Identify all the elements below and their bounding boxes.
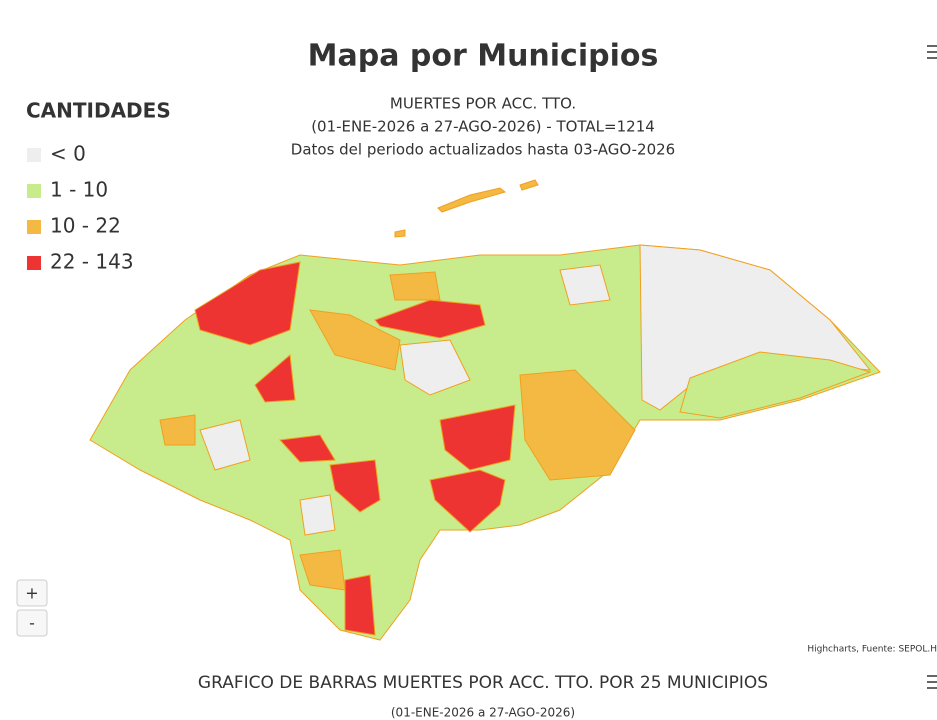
bar-chart-subtitle: (01-ENE-2026 a 27-AGO-2026) [391, 706, 575, 720]
legend-swatch [27, 184, 41, 198]
legend: < 0 1 - 10 10 - 22 22 - 143 [27, 142, 134, 274]
region [309, 309, 401, 371]
legend-swatch [27, 148, 41, 162]
region [429, 469, 506, 533]
region [679, 351, 872, 419]
bar-chart-title: GRAFICO DE BARRAS MUERTES POR ACC. TTO. … [198, 673, 768, 693]
legend-swatch [27, 256, 41, 270]
legend-label: 1 - 10 [50, 178, 108, 202]
map-title: Mapa por Municipios [308, 39, 659, 74]
map-subtitle: Datos del periodo actualizados hasta 03-… [291, 141, 675, 159]
region [254, 354, 296, 403]
menu-button[interactable] [924, 44, 937, 60]
zoom-in-label: + [25, 584, 38, 603]
region [199, 419, 251, 471]
map-subtitle: MUERTES POR ACC. TTO. [390, 95, 576, 113]
region [299, 494, 336, 536]
legend-swatch [27, 220, 41, 234]
region [194, 261, 301, 346]
legend-title: CANTIDADES [26, 99, 171, 123]
region [344, 574, 376, 636]
map [89, 179, 881, 641]
credits: Highcharts, Fuente: SEPOL.H [807, 645, 937, 655]
region [559, 264, 611, 306]
region [278, 434, 336, 463]
region [399, 339, 471, 396]
region [159, 414, 196, 446]
zoom-out-label: - [29, 614, 35, 633]
region [439, 404, 516, 471]
island [519, 179, 539, 191]
legend-label: 22 - 143 [50, 250, 134, 274]
region [329, 459, 381, 513]
region [374, 299, 486, 339]
map-subtitle: (01-ENE-2026 a 27-AGO-2026) - TOTAL=1214 [311, 118, 655, 136]
legend-label: < 0 [50, 142, 86, 166]
menu-button[interactable] [927, 675, 937, 689]
island [394, 229, 406, 238]
region [519, 369, 636, 481]
island [437, 187, 507, 213]
zoom-out-button[interactable]: - [16, 609, 48, 637]
legend-label: 10 - 22 [50, 214, 121, 238]
region [389, 271, 441, 301]
zoom-in-button[interactable]: + [16, 579, 48, 607]
